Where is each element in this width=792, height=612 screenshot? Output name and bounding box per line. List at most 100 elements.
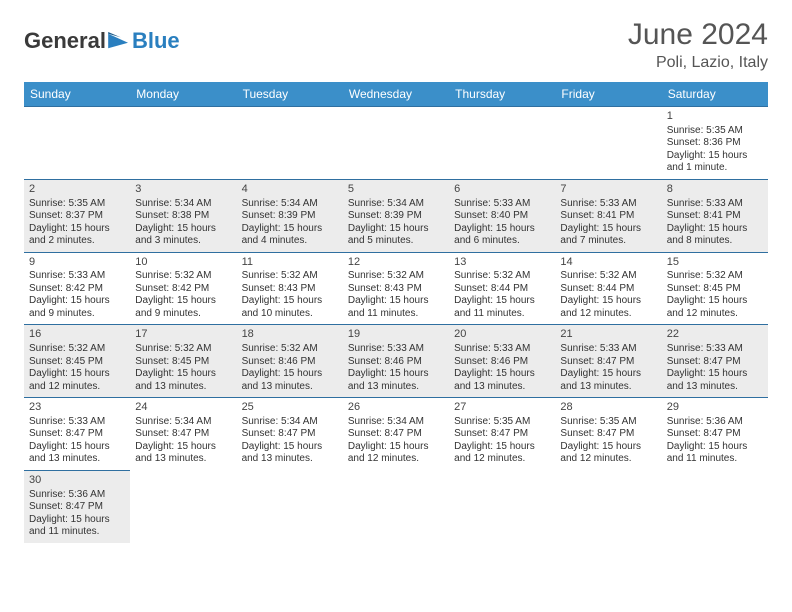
- daylight-text: Daylight: 15 hours and 5 minutes.: [348, 223, 444, 248]
- sunrise-text: Sunrise: 5:35 AM: [454, 416, 550, 429]
- day-cell: 19Sunrise: 5:33 AMSunset: 8:46 PMDayligh…: [343, 324, 449, 397]
- dayhead-monday: Monday: [130, 82, 236, 106]
- sunrise-text: Sunrise: 5:33 AM: [29, 416, 125, 429]
- daylight-text: Daylight: 15 hours and 12 minutes.: [348, 441, 444, 466]
- sunset-text: Sunset: 8:43 PM: [242, 283, 338, 296]
- logo: General Blue: [24, 18, 180, 54]
- daylight-text: Daylight: 15 hours and 11 minutes.: [348, 295, 444, 320]
- sunrise-text: Sunrise: 5:36 AM: [667, 416, 763, 429]
- sunset-text: Sunset: 8:43 PM: [348, 283, 444, 296]
- sunset-text: Sunset: 8:39 PM: [242, 210, 338, 223]
- day-cell: 16Sunrise: 5:32 AMSunset: 8:45 PMDayligh…: [24, 324, 130, 397]
- day-number: 19: [348, 328, 444, 342]
- sunset-text: Sunset: 8:47 PM: [29, 428, 125, 441]
- day-cell: 14Sunrise: 5:32 AMSunset: 8:44 PMDayligh…: [555, 252, 661, 325]
- day-number: 22: [667, 328, 763, 342]
- dayhead-saturday: Saturday: [662, 82, 768, 106]
- daylight-text: Daylight: 15 hours and 10 minutes.: [242, 295, 338, 320]
- day-number: 20: [454, 328, 550, 342]
- day-number: 26: [348, 401, 444, 415]
- daylight-text: Daylight: 15 hours and 13 minutes.: [135, 368, 231, 393]
- day-number: 15: [667, 256, 763, 270]
- daylight-text: Daylight: 15 hours and 11 minutes.: [667, 441, 763, 466]
- sunset-text: Sunset: 8:47 PM: [667, 428, 763, 441]
- sunrise-text: Sunrise: 5:34 AM: [348, 198, 444, 211]
- day-number: 17: [135, 328, 231, 342]
- day-cell: 15Sunrise: 5:32 AMSunset: 8:45 PMDayligh…: [662, 252, 768, 325]
- sunset-text: Sunset: 8:47 PM: [348, 428, 444, 441]
- sunrise-text: Sunrise: 5:33 AM: [454, 343, 550, 356]
- day-number: 29: [667, 401, 763, 415]
- day-number: 18: [242, 328, 338, 342]
- day-number: 1: [667, 110, 763, 124]
- sunset-text: Sunset: 8:36 PM: [667, 137, 763, 150]
- daylight-text: Daylight: 15 hours and 4 minutes.: [242, 223, 338, 248]
- sunrise-text: Sunrise: 5:35 AM: [560, 416, 656, 429]
- sunrise-text: Sunrise: 5:32 AM: [242, 343, 338, 356]
- blank-cell: [343, 106, 449, 179]
- sunrise-text: Sunrise: 5:34 AM: [242, 198, 338, 211]
- calendar-grid: SundayMondayTuesdayWednesdayThursdayFrid…: [24, 82, 768, 543]
- sunset-text: Sunset: 8:47 PM: [242, 428, 338, 441]
- day-cell: 29Sunrise: 5:36 AMSunset: 8:47 PMDayligh…: [662, 397, 768, 470]
- daylight-text: Daylight: 15 hours and 1 minute.: [667, 150, 763, 175]
- day-number: 13: [454, 256, 550, 270]
- header: General Blue June 2024 Poli, Lazio, Ital…: [24, 18, 768, 72]
- dayhead-tuesday: Tuesday: [237, 82, 343, 106]
- day-number: 5: [348, 183, 444, 197]
- day-number: 9: [29, 256, 125, 270]
- day-number: 24: [135, 401, 231, 415]
- sunset-text: Sunset: 8:40 PM: [454, 210, 550, 223]
- sunset-text: Sunset: 8:44 PM: [560, 283, 656, 296]
- sunrise-text: Sunrise: 5:33 AM: [454, 198, 550, 211]
- blank-cell: [130, 106, 236, 179]
- daylight-text: Daylight: 15 hours and 7 minutes.: [560, 223, 656, 248]
- day-number: 14: [560, 256, 656, 270]
- sunset-text: Sunset: 8:47 PM: [29, 501, 125, 514]
- day-cell: 30Sunrise: 5:36 AMSunset: 8:47 PMDayligh…: [24, 470, 130, 543]
- daylight-text: Daylight: 15 hours and 13 minutes.: [348, 368, 444, 393]
- day-cell: 26Sunrise: 5:34 AMSunset: 8:47 PMDayligh…: [343, 397, 449, 470]
- day-cell: 1Sunrise: 5:35 AMSunset: 8:36 PMDaylight…: [662, 106, 768, 179]
- day-number: 30: [29, 474, 125, 488]
- sunrise-text: Sunrise: 5:33 AM: [667, 343, 763, 356]
- daylight-text: Daylight: 15 hours and 13 minutes.: [242, 368, 338, 393]
- daylight-text: Daylight: 15 hours and 12 minutes.: [667, 295, 763, 320]
- day-cell: 4Sunrise: 5:34 AMSunset: 8:39 PMDaylight…: [237, 179, 343, 252]
- sunset-text: Sunset: 8:42 PM: [29, 283, 125, 296]
- daylight-text: Daylight: 15 hours and 13 minutes.: [29, 441, 125, 466]
- sunrise-text: Sunrise: 5:33 AM: [348, 343, 444, 356]
- blank-cell: [555, 106, 661, 179]
- day-cell: 7Sunrise: 5:33 AMSunset: 8:41 PMDaylight…: [555, 179, 661, 252]
- daylight-text: Daylight: 15 hours and 13 minutes.: [135, 441, 231, 466]
- sunrise-text: Sunrise: 5:32 AM: [454, 270, 550, 283]
- blank-cell: [24, 106, 130, 179]
- day-cell: 2Sunrise: 5:35 AMSunset: 8:37 PMDaylight…: [24, 179, 130, 252]
- day-cell: 10Sunrise: 5:32 AMSunset: 8:42 PMDayligh…: [130, 252, 236, 325]
- title-block: June 2024 Poli, Lazio, Italy: [628, 18, 768, 72]
- daylight-text: Daylight: 15 hours and 13 minutes.: [242, 441, 338, 466]
- sunset-text: Sunset: 8:46 PM: [242, 356, 338, 369]
- day-number: 3: [135, 183, 231, 197]
- day-number: 27: [454, 401, 550, 415]
- daylight-text: Daylight: 15 hours and 13 minutes.: [667, 368, 763, 393]
- dayhead-sunday: Sunday: [24, 82, 130, 106]
- logo-text-blue: Blue: [132, 28, 180, 54]
- daylight-text: Daylight: 15 hours and 12 minutes.: [454, 441, 550, 466]
- day-cell: 27Sunrise: 5:35 AMSunset: 8:47 PMDayligh…: [449, 397, 555, 470]
- day-cell: 5Sunrise: 5:34 AMSunset: 8:39 PMDaylight…: [343, 179, 449, 252]
- sunrise-text: Sunrise: 5:36 AM: [29, 489, 125, 502]
- sunrise-text: Sunrise: 5:34 AM: [242, 416, 338, 429]
- sunset-text: Sunset: 8:45 PM: [29, 356, 125, 369]
- daylight-text: Daylight: 15 hours and 11 minutes.: [454, 295, 550, 320]
- sunrise-text: Sunrise: 5:34 AM: [135, 416, 231, 429]
- daylight-text: Daylight: 15 hours and 9 minutes.: [29, 295, 125, 320]
- daylight-text: Daylight: 15 hours and 12 minutes.: [560, 441, 656, 466]
- day-number: 25: [242, 401, 338, 415]
- sunrise-text: Sunrise: 5:34 AM: [348, 416, 444, 429]
- day-number: 6: [454, 183, 550, 197]
- sunset-text: Sunset: 8:46 PM: [348, 356, 444, 369]
- sunrise-text: Sunrise: 5:32 AM: [667, 270, 763, 283]
- day-number: 7: [560, 183, 656, 197]
- sunrise-text: Sunrise: 5:35 AM: [667, 125, 763, 138]
